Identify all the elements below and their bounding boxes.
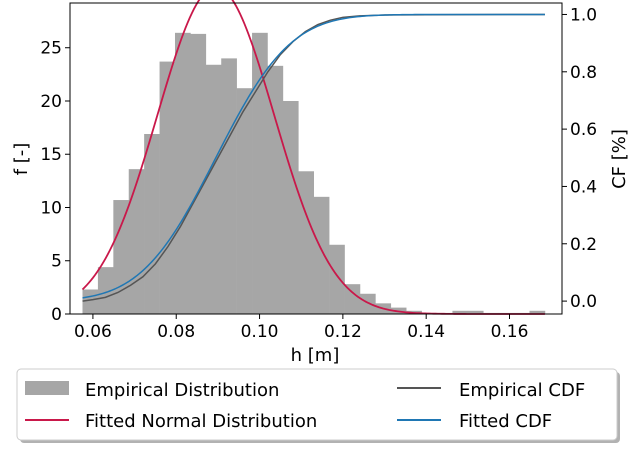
histogram-bars: [82, 32, 546, 315]
y-right-tick-label: 0.0: [570, 292, 597, 312]
series-line-fitted-cdf: [82, 13, 545, 299]
histogram-bar: [159, 61, 176, 314]
y-left-tick-label: 25: [40, 39, 62, 59]
legend-swatch-empirical-distribution: [25, 381, 69, 395]
y-right-tick-label: 0.4: [570, 177, 597, 197]
legend-label-fitted-cdf: Fitted CDF: [459, 411, 552, 432]
y-right-tick-label: 0.2: [570, 235, 597, 255]
histogram-bar: [190, 33, 207, 314]
histogram-bar: [252, 32, 268, 314]
histogram-bar: [282, 100, 299, 315]
x-tick-label: 0.16: [491, 322, 529, 342]
histogram-bar: [174, 32, 191, 314]
y-left-tick-label: 20: [40, 92, 62, 112]
histogram-bar: [313, 196, 330, 314]
x-tick-label: 0.12: [324, 322, 362, 342]
y-axis-right: 0.0 0.2 0.4 0.6 0.8 1.0: [562, 5, 597, 312]
histogram-bar: [144, 134, 160, 314]
histogram-bar: [128, 169, 145, 314]
y-axis-left: 0 5 10 15 20 25: [40, 39, 70, 325]
x-tick-label: 0.14: [407, 322, 445, 342]
plot-frame: [69, 2, 563, 315]
histogram-bar: [221, 58, 237, 314]
legend-label-empirical-distribution: Empirical Distribution: [85, 380, 279, 401]
x-axis: 0.06 0.08 0.10 0.12 0.14 0.16: [74, 314, 528, 342]
histogram-bar: [82, 289, 99, 314]
histogram-bar: [113, 200, 130, 314]
histogram-bar: [298, 171, 314, 314]
y-axis-right-label: CF [%]: [609, 129, 630, 189]
x-tick-label: 0.06: [74, 322, 112, 342]
legend-box: [16, 368, 618, 441]
x-axis-label: h [m]: [291, 345, 340, 366]
y-left-tick-label: 15: [40, 145, 62, 165]
histogram-bar: [236, 88, 253, 315]
histogram-bar: [344, 284, 361, 314]
y-left-tick-label: 0: [51, 305, 62, 325]
y-right-tick-label: 0.6: [570, 120, 597, 140]
legend: Empirical Distribution Empirical CDF Fit…: [16, 368, 620, 443]
histogram-bar: [267, 65, 284, 314]
x-tick-label: 0.10: [241, 322, 279, 342]
histogram-bar: [97, 267, 114, 314]
y-right-tick-label: 0.8: [570, 63, 597, 83]
histogram-bar: [452, 310, 469, 314]
histogram-bar: [329, 244, 345, 314]
y-left-tick-label: 5: [51, 252, 62, 272]
legend-label-fitted-normal: Fitted Normal Distribution: [85, 411, 317, 432]
x-tick-label: 0.08: [157, 322, 195, 342]
histogram-bar: [205, 64, 222, 315]
y-axis-left-label: f [-]: [11, 143, 32, 176]
histogram-bar: [359, 293, 376, 314]
y-right-tick-label: 1.0: [570, 5, 597, 25]
y-left-tick-label: 10: [40, 198, 62, 218]
histogram-bar: [529, 310, 546, 314]
legend-label-empirical-cdf: Empirical CDF: [459, 380, 585, 401]
histogram-bar: [467, 310, 484, 314]
